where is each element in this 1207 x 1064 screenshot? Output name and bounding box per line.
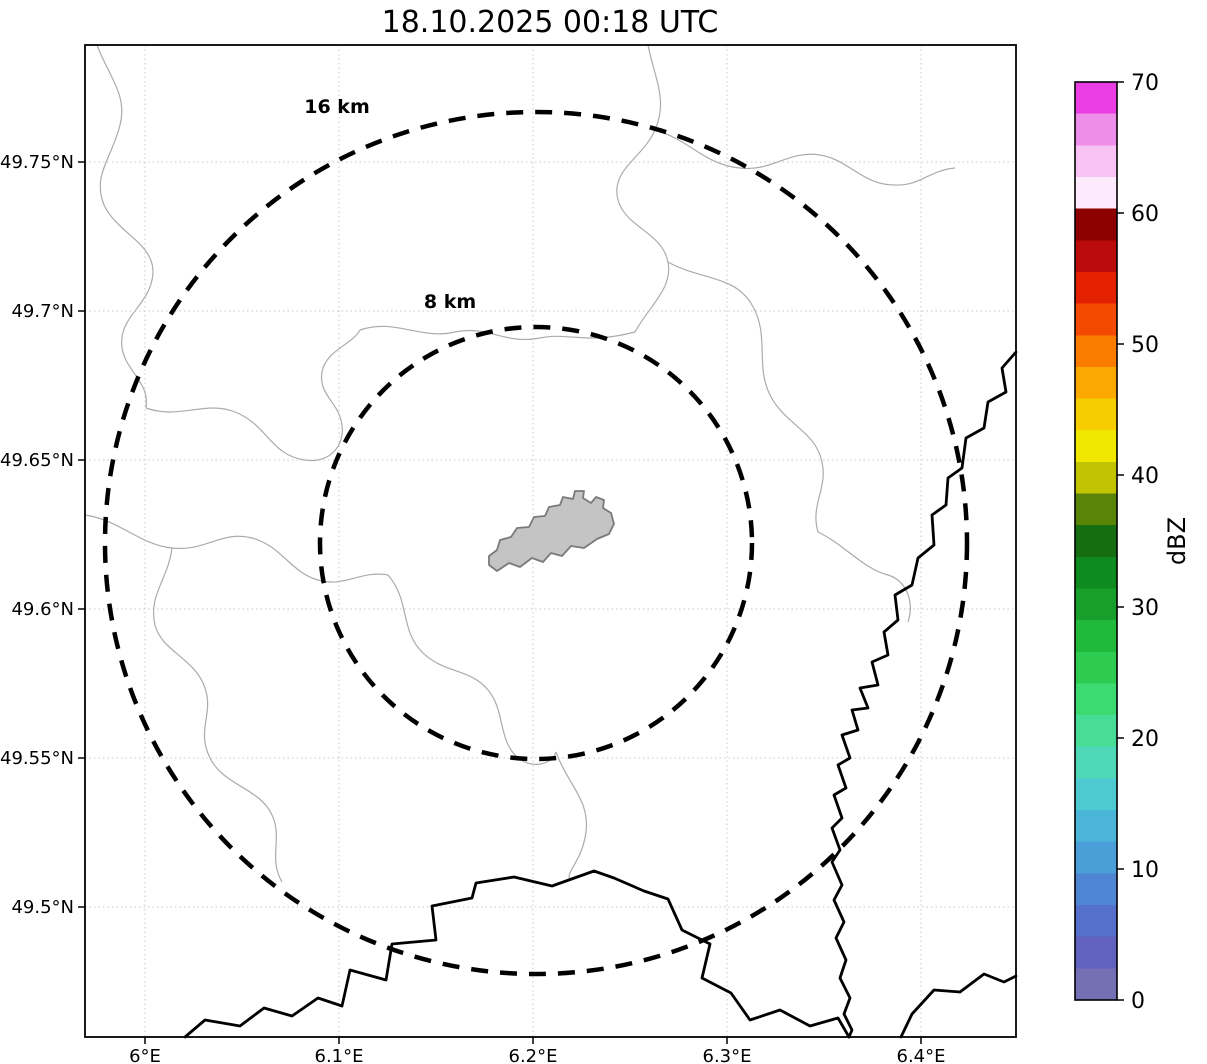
- plot-title: 18.10.2025 00:18 UTC: [382, 5, 719, 40]
- map-frame: [84, 44, 1017, 1038]
- y-tick-label: 49.5°N: [11, 897, 74, 918]
- range-ring-label-16km: 16 km: [304, 96, 370, 118]
- country-border-south: [183, 869, 851, 1039]
- colorbar-tick-label: 0: [1131, 989, 1145, 1014]
- colorbar-tick-label: 20: [1131, 727, 1159, 752]
- y-tick-label: 49.55°N: [0, 748, 74, 769]
- x-tick-label: 6.3°E: [703, 1046, 752, 1064]
- admin-boundaries: [84, 44, 956, 883]
- range-ring-16km: [102, 109, 970, 977]
- airport-footprint: [488, 490, 615, 572]
- colorbar-tick-label: 50: [1131, 333, 1159, 358]
- colorbar-tick-label: 70: [1131, 71, 1159, 96]
- colorbar-tick-label: 60: [1131, 202, 1159, 227]
- range-ring-label-8km: 8 km: [424, 291, 476, 313]
- range-ring-8km: [317, 324, 755, 762]
- x-tick-label: 6.4°E: [897, 1046, 946, 1064]
- country-border-river-east: [830, 350, 1018, 1039]
- x-tick-label: 6°E: [129, 1046, 161, 1064]
- colorbar-ticks: [1117, 81, 1124, 1001]
- colorbar-tick-label: 40: [1131, 464, 1159, 489]
- colorbar-gradient: [1075, 82, 1117, 1000]
- axis-ticks: [78, 161, 922, 1044]
- colorbar-frame: [1074, 81, 1118, 1001]
- y-tick-label: 49.7°N: [11, 301, 74, 322]
- y-tick-label: 49.65°N: [0, 450, 74, 471]
- country-border-southeast: [899, 972, 1018, 1039]
- y-tick-label: 49.6°N: [11, 599, 74, 620]
- colorbar-tick-label: 30: [1131, 596, 1159, 621]
- colorbar-tick-label: 10: [1131, 858, 1159, 883]
- x-tick-label: 6.1°E: [315, 1046, 364, 1064]
- colorbar-label: dBZ: [1163, 517, 1191, 565]
- y-tick-label: 49.75°N: [0, 152, 74, 173]
- x-tick-label: 6.2°E: [509, 1046, 558, 1064]
